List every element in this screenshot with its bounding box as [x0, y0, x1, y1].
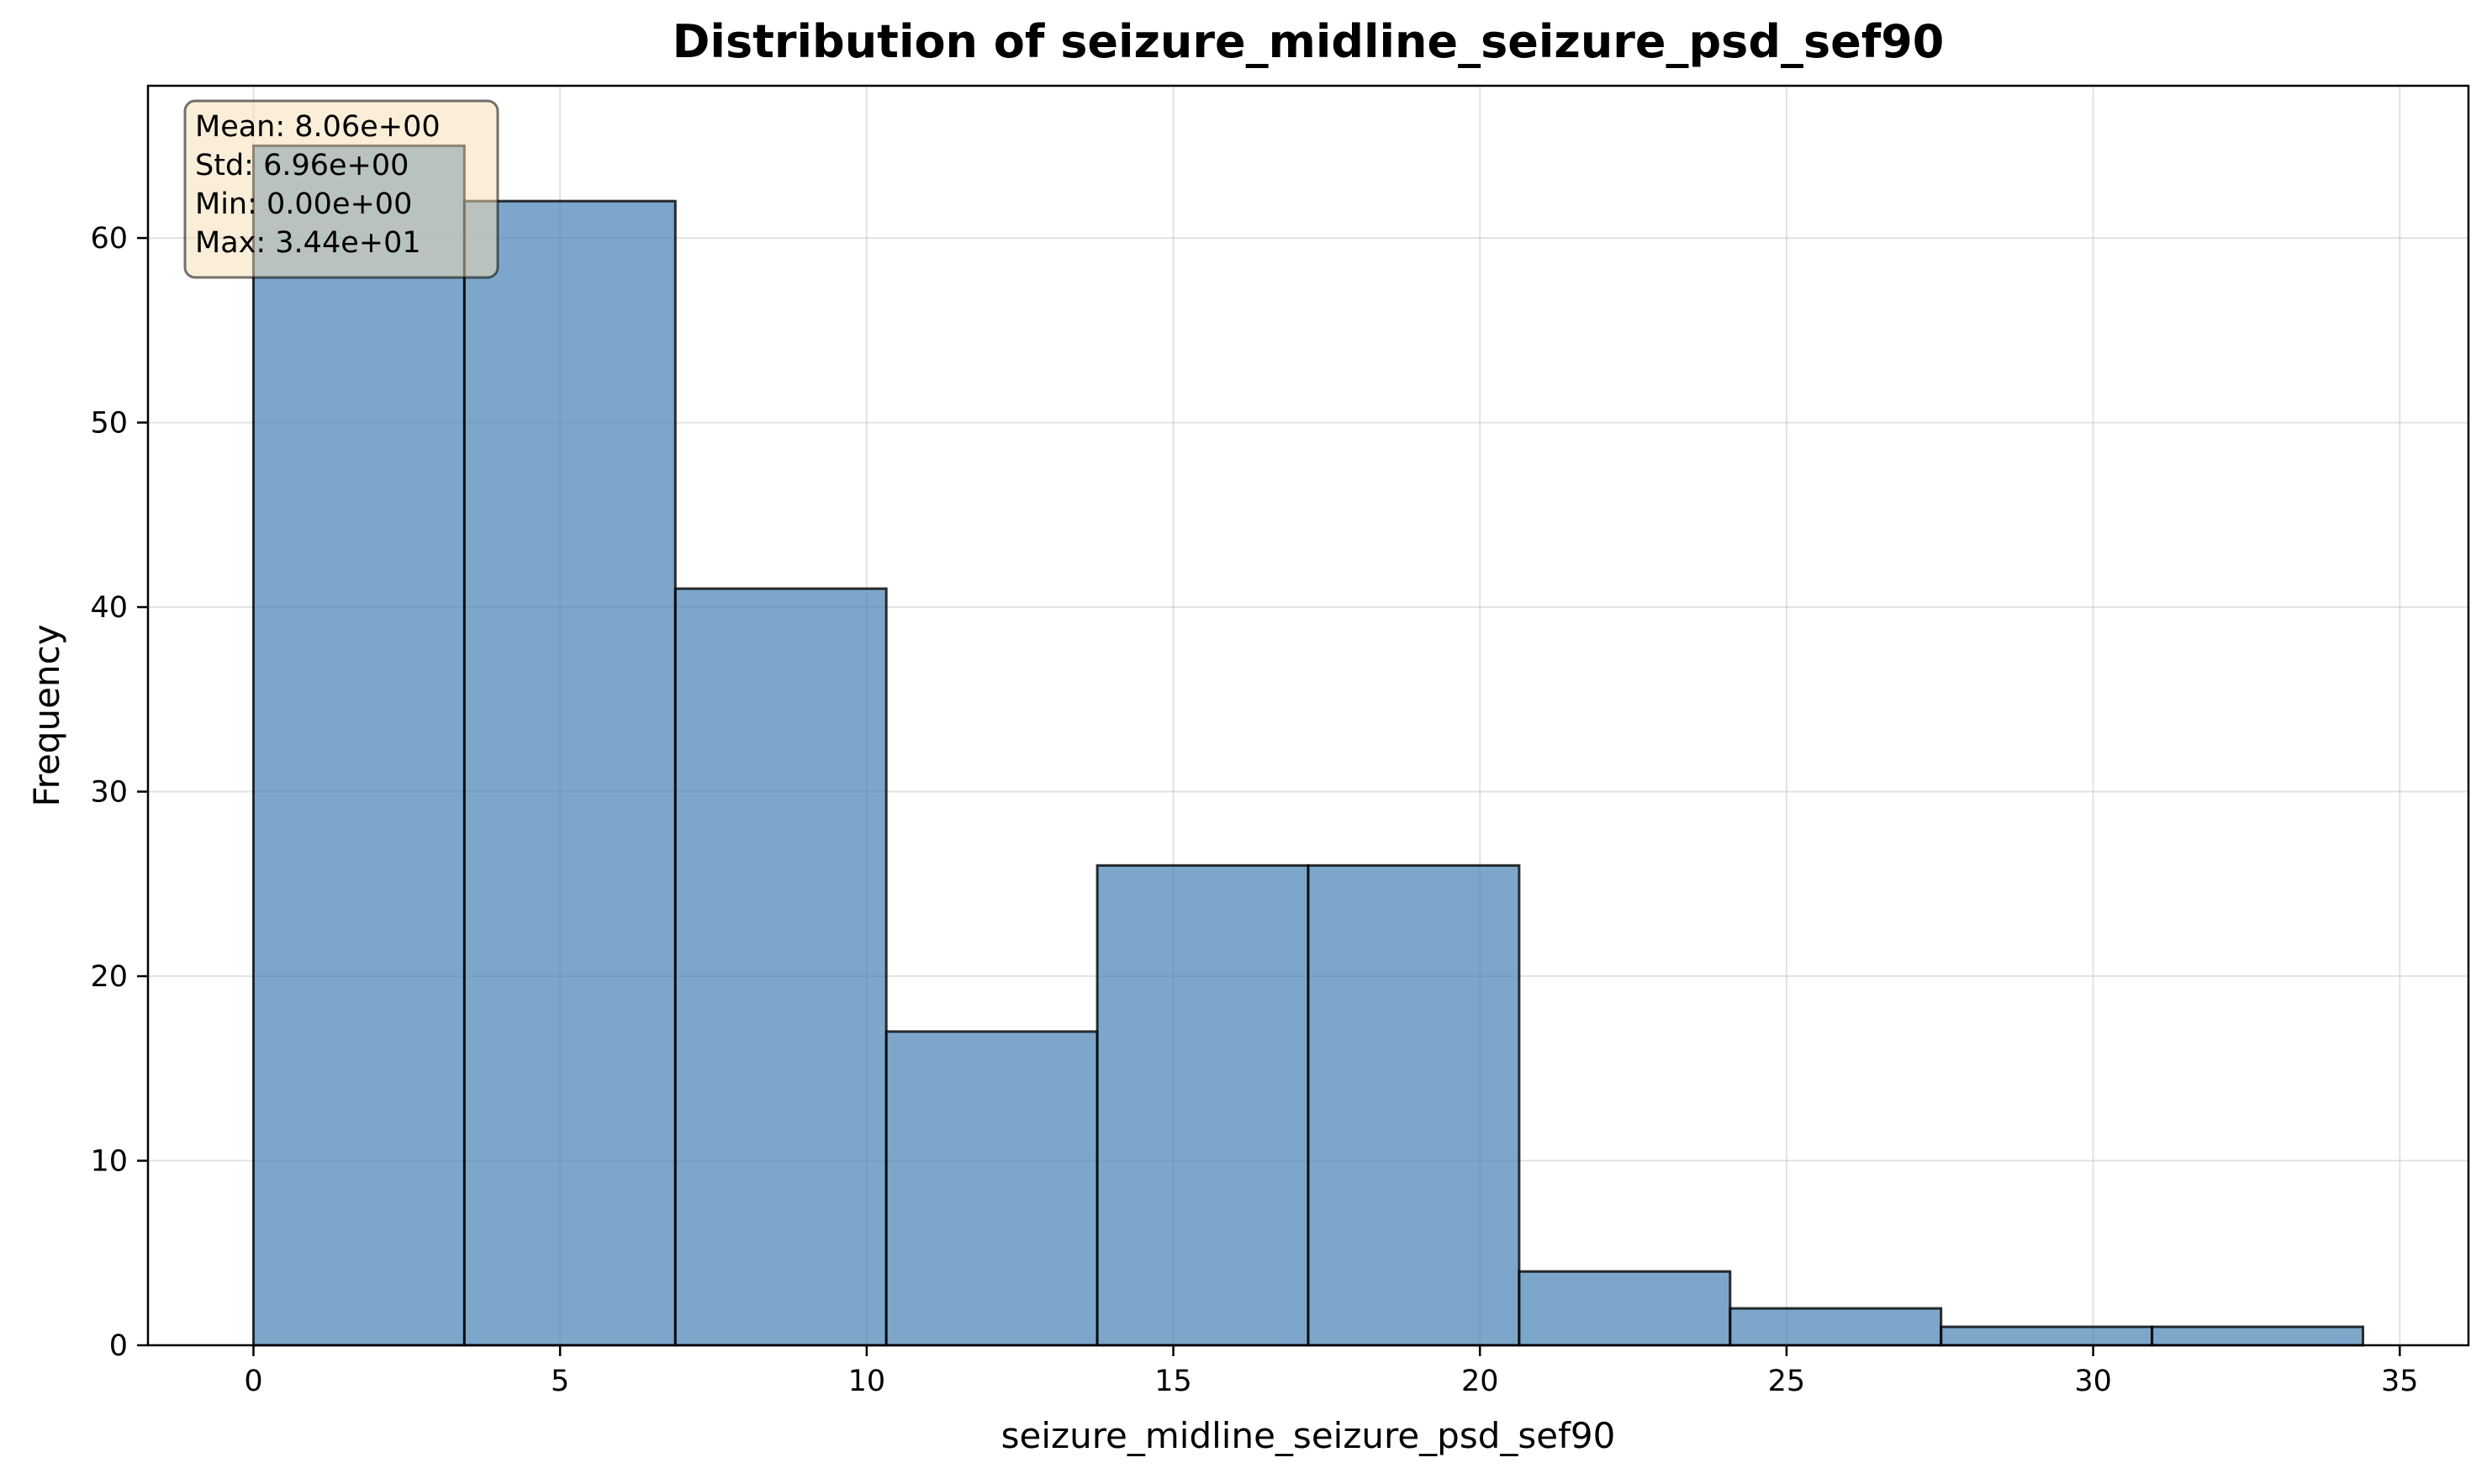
- histogram-bar-1: [462, 199, 677, 1347]
- x-axis-label: seizure_midline_seizure_psd_sef90: [1001, 1415, 1616, 1456]
- y-tick-label-1: 10: [90, 1145, 128, 1179]
- y-axis-label: Frequency: [26, 625, 67, 807]
- x-tick-label-4: 20: [1461, 1365, 1499, 1398]
- y-tick-label-6: 60: [90, 222, 128, 256]
- x-tick-label-3: 15: [1154, 1365, 1192, 1398]
- y-axis-ticks: 0 10 20 30 40 50 60: [90, 222, 148, 1363]
- stats-min: Min: 0.00e+00: [195, 187, 412, 221]
- histogram-bar-6: [1518, 1270, 1732, 1347]
- y-tick-label-4: 40: [90, 591, 128, 625]
- x-axis-ticks: 0 5 10 15 20 25 30 35: [244, 1345, 2419, 1398]
- histogram-bar-8: [1940, 1325, 2154, 1347]
- stats-box-background: [183, 99, 499, 279]
- x-tick-label-6: 30: [2074, 1365, 2112, 1398]
- histogram-bar-5: [1307, 863, 1521, 1347]
- bars-group: [251, 144, 2365, 1347]
- y-tick-label-5: 50: [90, 407, 128, 441]
- y-tick-label-0: 0: [109, 1329, 128, 1363]
- x-tick-label-2: 10: [848, 1365, 886, 1398]
- x-tick-label-0: 0: [244, 1365, 262, 1398]
- stats-box: Mean: 8.06e+00 Std: 6.96e+00 Min: 0.00e+…: [183, 99, 499, 279]
- stats-mean: Mean: 8.06e+00: [195, 110, 441, 144]
- stats-std: Std: 6.96e+00: [195, 149, 409, 182]
- plot-frame: [146, 84, 2470, 1347]
- histogram-bar-4: [1096, 863, 1310, 1347]
- histogram-bar-7: [1729, 1307, 1943, 1347]
- x-tick-label-7: 35: [2381, 1365, 2419, 1398]
- histogram-bar-0: [251, 144, 466, 1347]
- x-tick-label-1: 5: [551, 1365, 569, 1398]
- stats-max: Max: 3.44e+01: [195, 226, 421, 260]
- histogram-bar-2: [673, 587, 888, 1347]
- y-tick-label-3: 30: [90, 776, 128, 810]
- y-tick-label-2: 20: [90, 960, 128, 994]
- x-tick-label-5: 25: [1768, 1365, 1806, 1398]
- chart-title: Distribution of seizure_midline_seizure_…: [673, 15, 1945, 68]
- histogram-bar-3: [884, 1030, 1099, 1347]
- histogram-bar-9: [2151, 1325, 2365, 1347]
